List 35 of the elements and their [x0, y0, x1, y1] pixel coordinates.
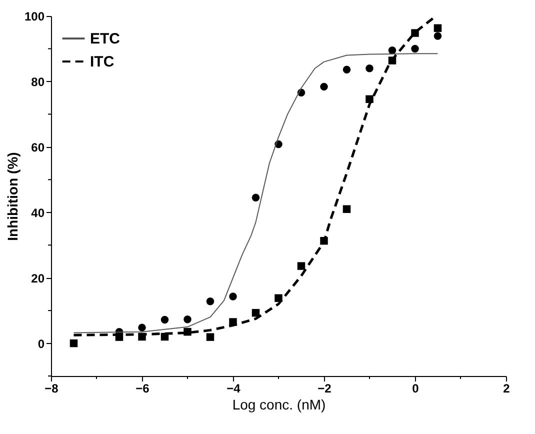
point	[252, 194, 260, 202]
y-tick-label: 0	[38, 336, 45, 351]
point	[160, 316, 169, 324]
point	[342, 205, 351, 213]
point	[388, 46, 396, 54]
point	[229, 292, 237, 300]
legend-label: ETC	[90, 30, 120, 48]
legend-label: ITC	[90, 54, 114, 70]
y-axis-title: Inhibition (%)	[4, 152, 20, 241]
x-tick-label: −6	[136, 382, 150, 396]
x-tick-label: −4	[226, 382, 241, 396]
point	[366, 64, 374, 72]
point	[411, 44, 419, 53]
point	[70, 339, 78, 348]
point	[252, 308, 260, 317]
y-tick-label: 60	[31, 140, 45, 154]
x-tick-label: 0	[412, 382, 420, 396]
x-axis-title: Log conc. (nM)	[232, 396, 326, 412]
x-tick-label: −8	[44, 382, 59, 396]
point	[434, 32, 442, 40]
point	[274, 294, 282, 302]
point	[297, 262, 306, 270]
point	[320, 82, 328, 91]
point	[434, 24, 442, 32]
x-tick-label: −2	[318, 382, 332, 396]
y-tick-label: 40	[31, 206, 45, 220]
point	[342, 66, 351, 74]
x-tick-label: 2	[503, 382, 510, 396]
y-tick-label: 100	[24, 10, 45, 24]
point	[206, 298, 214, 306]
y-tick-label: 20	[31, 271, 45, 286]
y-tick-label: 80	[31, 74, 45, 89]
point	[206, 333, 214, 341]
point	[184, 316, 192, 324]
point	[138, 324, 146, 332]
